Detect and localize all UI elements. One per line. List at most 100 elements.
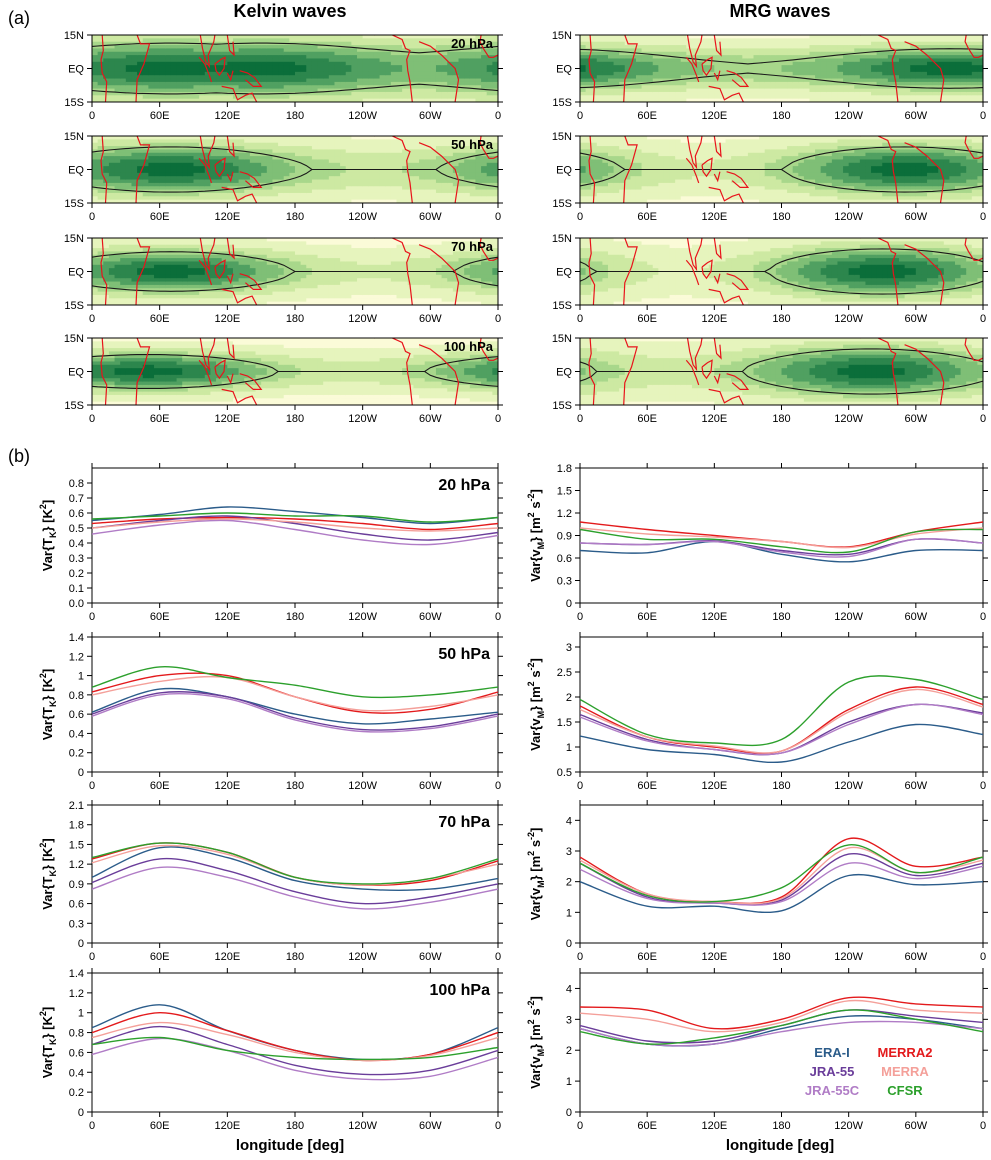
map-cell	[148, 294, 155, 299]
map-cell	[464, 284, 471, 289]
map-cell	[261, 162, 268, 167]
map-cell	[385, 91, 392, 96]
map-cell	[176, 186, 183, 191]
map-cell	[244, 85, 251, 90]
map-cell	[244, 51, 251, 56]
map-cell	[345, 85, 352, 90]
map-cell	[458, 244, 465, 249]
map-cell	[362, 244, 369, 249]
map-xtick-label: 60E	[150, 313, 170, 325]
map-cell	[368, 264, 375, 269]
map-cell	[97, 166, 104, 171]
map-cell	[441, 146, 448, 150]
map-cell	[272, 248, 279, 252]
map-cell	[187, 348, 195, 352]
map-cell	[108, 381, 116, 386]
map-cell	[458, 35, 465, 39]
map-cell	[419, 264, 426, 269]
map-cell	[120, 348, 127, 352]
map-cell	[334, 291, 341, 296]
map-cell	[424, 88, 431, 93]
map-cell	[278, 186, 285, 191]
map-cell	[216, 81, 223, 86]
map-cell	[340, 169, 347, 174]
map-cell	[148, 298, 155, 303]
map-cell	[131, 358, 138, 363]
map-cell	[345, 35, 352, 39]
map-cell	[458, 78, 465, 83]
map-cell	[323, 176, 330, 181]
map-cell	[125, 136, 133, 140]
map-cell	[120, 294, 127, 299]
map-cell	[131, 88, 138, 93]
map-cell	[249, 61, 257, 66]
map-cell	[311, 78, 319, 83]
map-cell	[154, 85, 161, 90]
map-cell	[159, 284, 166, 289]
map-cell	[278, 152, 285, 157]
map-cell	[357, 241, 364, 246]
map-cell	[345, 288, 352, 293]
map-cell	[311, 268, 319, 273]
map-cell	[216, 149, 223, 154]
map-cell	[108, 51, 116, 56]
map-cell	[396, 78, 403, 83]
map-cell	[108, 172, 116, 177]
map-cell	[295, 179, 302, 184]
map-cell	[227, 172, 234, 177]
map-cell	[182, 55, 189, 60]
map-cell	[227, 75, 234, 80]
map-cell	[475, 241, 482, 246]
map-cell	[396, 81, 403, 86]
map-cell	[295, 244, 302, 249]
map-cell	[244, 281, 251, 286]
map-cell	[108, 95, 116, 100]
map-cell	[137, 401, 144, 405]
map-cell	[357, 169, 364, 174]
map-cell	[424, 238, 431, 242]
map-cell	[142, 38, 149, 43]
map-cell	[390, 258, 398, 263]
map-cell	[120, 176, 127, 181]
map-cell	[311, 162, 319, 167]
map-cell	[289, 149, 296, 154]
map-cell	[396, 274, 403, 279]
map-cell	[430, 139, 437, 144]
map-cell	[193, 136, 200, 140]
map-cell	[379, 146, 386, 150]
map-cell	[182, 384, 189, 389]
map-cell	[120, 238, 127, 242]
map-cell	[103, 55, 110, 60]
map-cell	[295, 159, 302, 164]
map-cell	[396, 71, 403, 76]
map-cell	[357, 251, 364, 256]
map-cell	[430, 294, 437, 299]
map-cell	[424, 152, 431, 157]
map-cell	[492, 271, 498, 276]
map-cell	[261, 261, 268, 266]
map-cell	[486, 264, 493, 269]
map-cell	[328, 189, 336, 194]
map-cell	[357, 71, 364, 76]
map-cell	[125, 301, 133, 305]
map-cell	[295, 192, 302, 197]
map-cell	[289, 48, 296, 53]
map-cell	[92, 142, 99, 147]
map-cell	[413, 199, 420, 203]
map-cell	[216, 142, 223, 147]
map-cell	[170, 378, 178, 383]
map-cell	[142, 152, 149, 157]
map-cell	[114, 254, 121, 259]
map-cell	[435, 61, 443, 66]
map-cell	[170, 281, 178, 286]
map-cell	[187, 169, 195, 174]
map-cell	[424, 192, 431, 197]
map-cell	[103, 268, 110, 273]
map-cell	[464, 139, 471, 144]
map-cell	[390, 45, 398, 49]
map-cell	[170, 368, 178, 373]
map-cell	[170, 341, 178, 346]
map-cell	[334, 65, 341, 70]
map-cell	[238, 68, 245, 73]
map-cell	[340, 65, 347, 70]
